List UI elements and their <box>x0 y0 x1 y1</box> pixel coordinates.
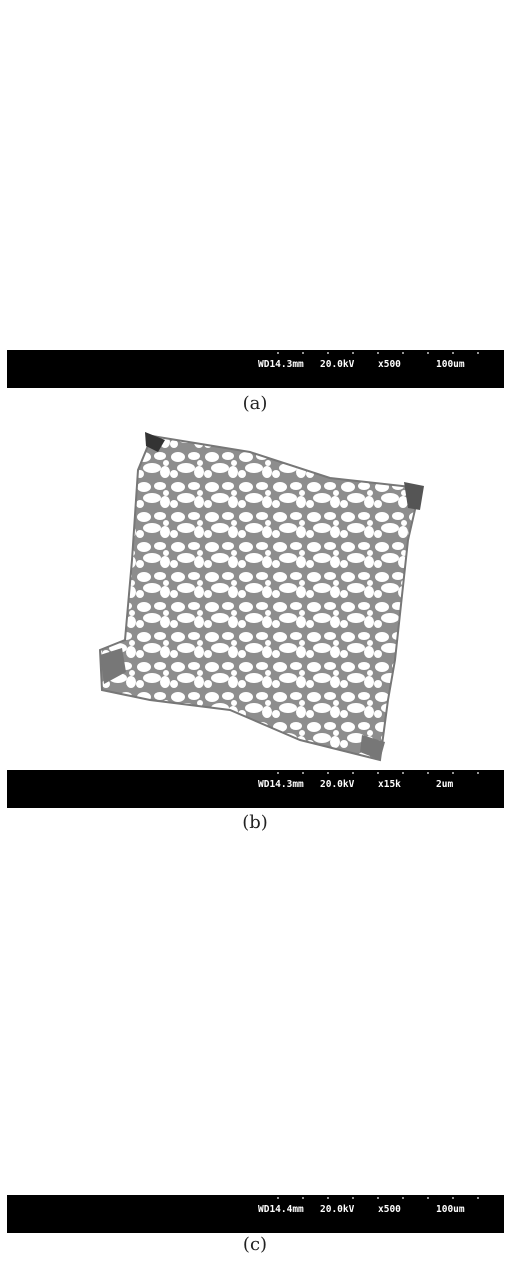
scale-dot <box>377 352 379 354</box>
scale-dot <box>277 772 279 774</box>
scale-dot <box>477 352 479 354</box>
info-wd: WD14.3mm <box>258 779 304 790</box>
scale-dot <box>377 772 379 774</box>
info-kv: 20.0kV <box>320 779 355 790</box>
scale-dot <box>427 1197 429 1199</box>
scale-dot <box>327 1197 329 1199</box>
scale-dot <box>452 352 454 354</box>
scale-dot <box>302 352 304 354</box>
scale-dot <box>352 772 354 774</box>
info-kv: 20.0kV <box>320 359 355 370</box>
scale-dot <box>477 772 479 774</box>
scale-dot <box>327 772 329 774</box>
scale-dot <box>427 352 429 354</box>
scale-dot <box>452 1197 454 1199</box>
info-wd: WD14.3mm <box>258 359 304 370</box>
specimen <box>100 432 424 760</box>
scale-dot <box>377 1197 379 1199</box>
info-wd: WD14.4mm <box>258 1204 304 1215</box>
info-scale: 2um <box>436 779 453 790</box>
caption: (c) <box>243 1234 267 1255</box>
info-scale: 100um <box>436 359 465 370</box>
scale-dot <box>402 772 404 774</box>
page: WD14.3mm 20.0kV x500 100um (a) WD14.3mm 20.0kV… <box>0 0 511 1260</box>
scale-dot <box>452 772 454 774</box>
info-bar <box>7 350 504 388</box>
info-kv: 20.0kV <box>320 1204 355 1215</box>
info-bar <box>7 1195 504 1233</box>
caption: (a) <box>243 393 268 414</box>
scale-dot <box>277 352 279 354</box>
scale-dot <box>352 352 354 354</box>
scale-dot <box>302 772 304 774</box>
info-mag: x500 <box>378 359 401 370</box>
scale-dot <box>402 352 404 354</box>
scale-dot <box>352 1197 354 1199</box>
figure: WD14.3mm 20.0kV x500 100um (a) WD14.3mm 20.0kV… <box>0 0 511 1260</box>
scale-dot <box>302 1197 304 1199</box>
info-mag: x500 <box>378 1204 401 1215</box>
info-bar <box>7 770 504 808</box>
caption: (b) <box>242 812 268 833</box>
scale-dot <box>327 352 329 354</box>
scale-dot <box>402 1197 404 1199</box>
info-scale: 100um <box>436 1204 465 1215</box>
info-mag: x15k <box>378 779 401 790</box>
scale-dot <box>277 1197 279 1199</box>
scale-dot <box>477 1197 479 1199</box>
scale-dot <box>427 772 429 774</box>
